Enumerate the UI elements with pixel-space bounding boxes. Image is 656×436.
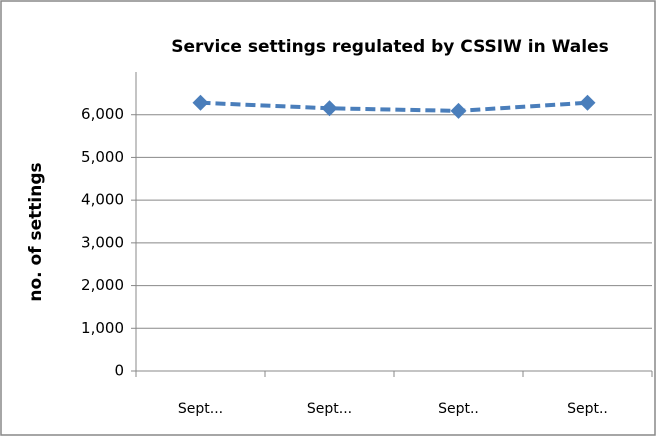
y-tick-label: 4,000 xyxy=(81,191,124,209)
y-tick-label: 6,000 xyxy=(81,105,124,123)
x-tick-label: Sept.. xyxy=(567,401,608,417)
y-axis-label: no. of settings xyxy=(26,162,46,301)
x-tick-label: Sept.. xyxy=(438,401,479,417)
marker xyxy=(192,94,209,111)
x-tick-label: Sept... xyxy=(178,401,223,417)
y-tick-label: 3,000 xyxy=(81,233,124,251)
y-tick-label: 2,000 xyxy=(81,276,124,294)
marker xyxy=(450,102,467,119)
x-tick-label: Sept... xyxy=(307,401,352,417)
chart-title: Service settings regulated by CSSIW in W… xyxy=(171,37,608,57)
marker xyxy=(321,100,338,117)
y-tick-label: 1,000 xyxy=(81,319,124,337)
y-tick-label: 5,000 xyxy=(81,148,124,166)
line xyxy=(200,100,588,113)
marker xyxy=(579,94,596,111)
y-tick-label: 0 xyxy=(114,362,124,380)
